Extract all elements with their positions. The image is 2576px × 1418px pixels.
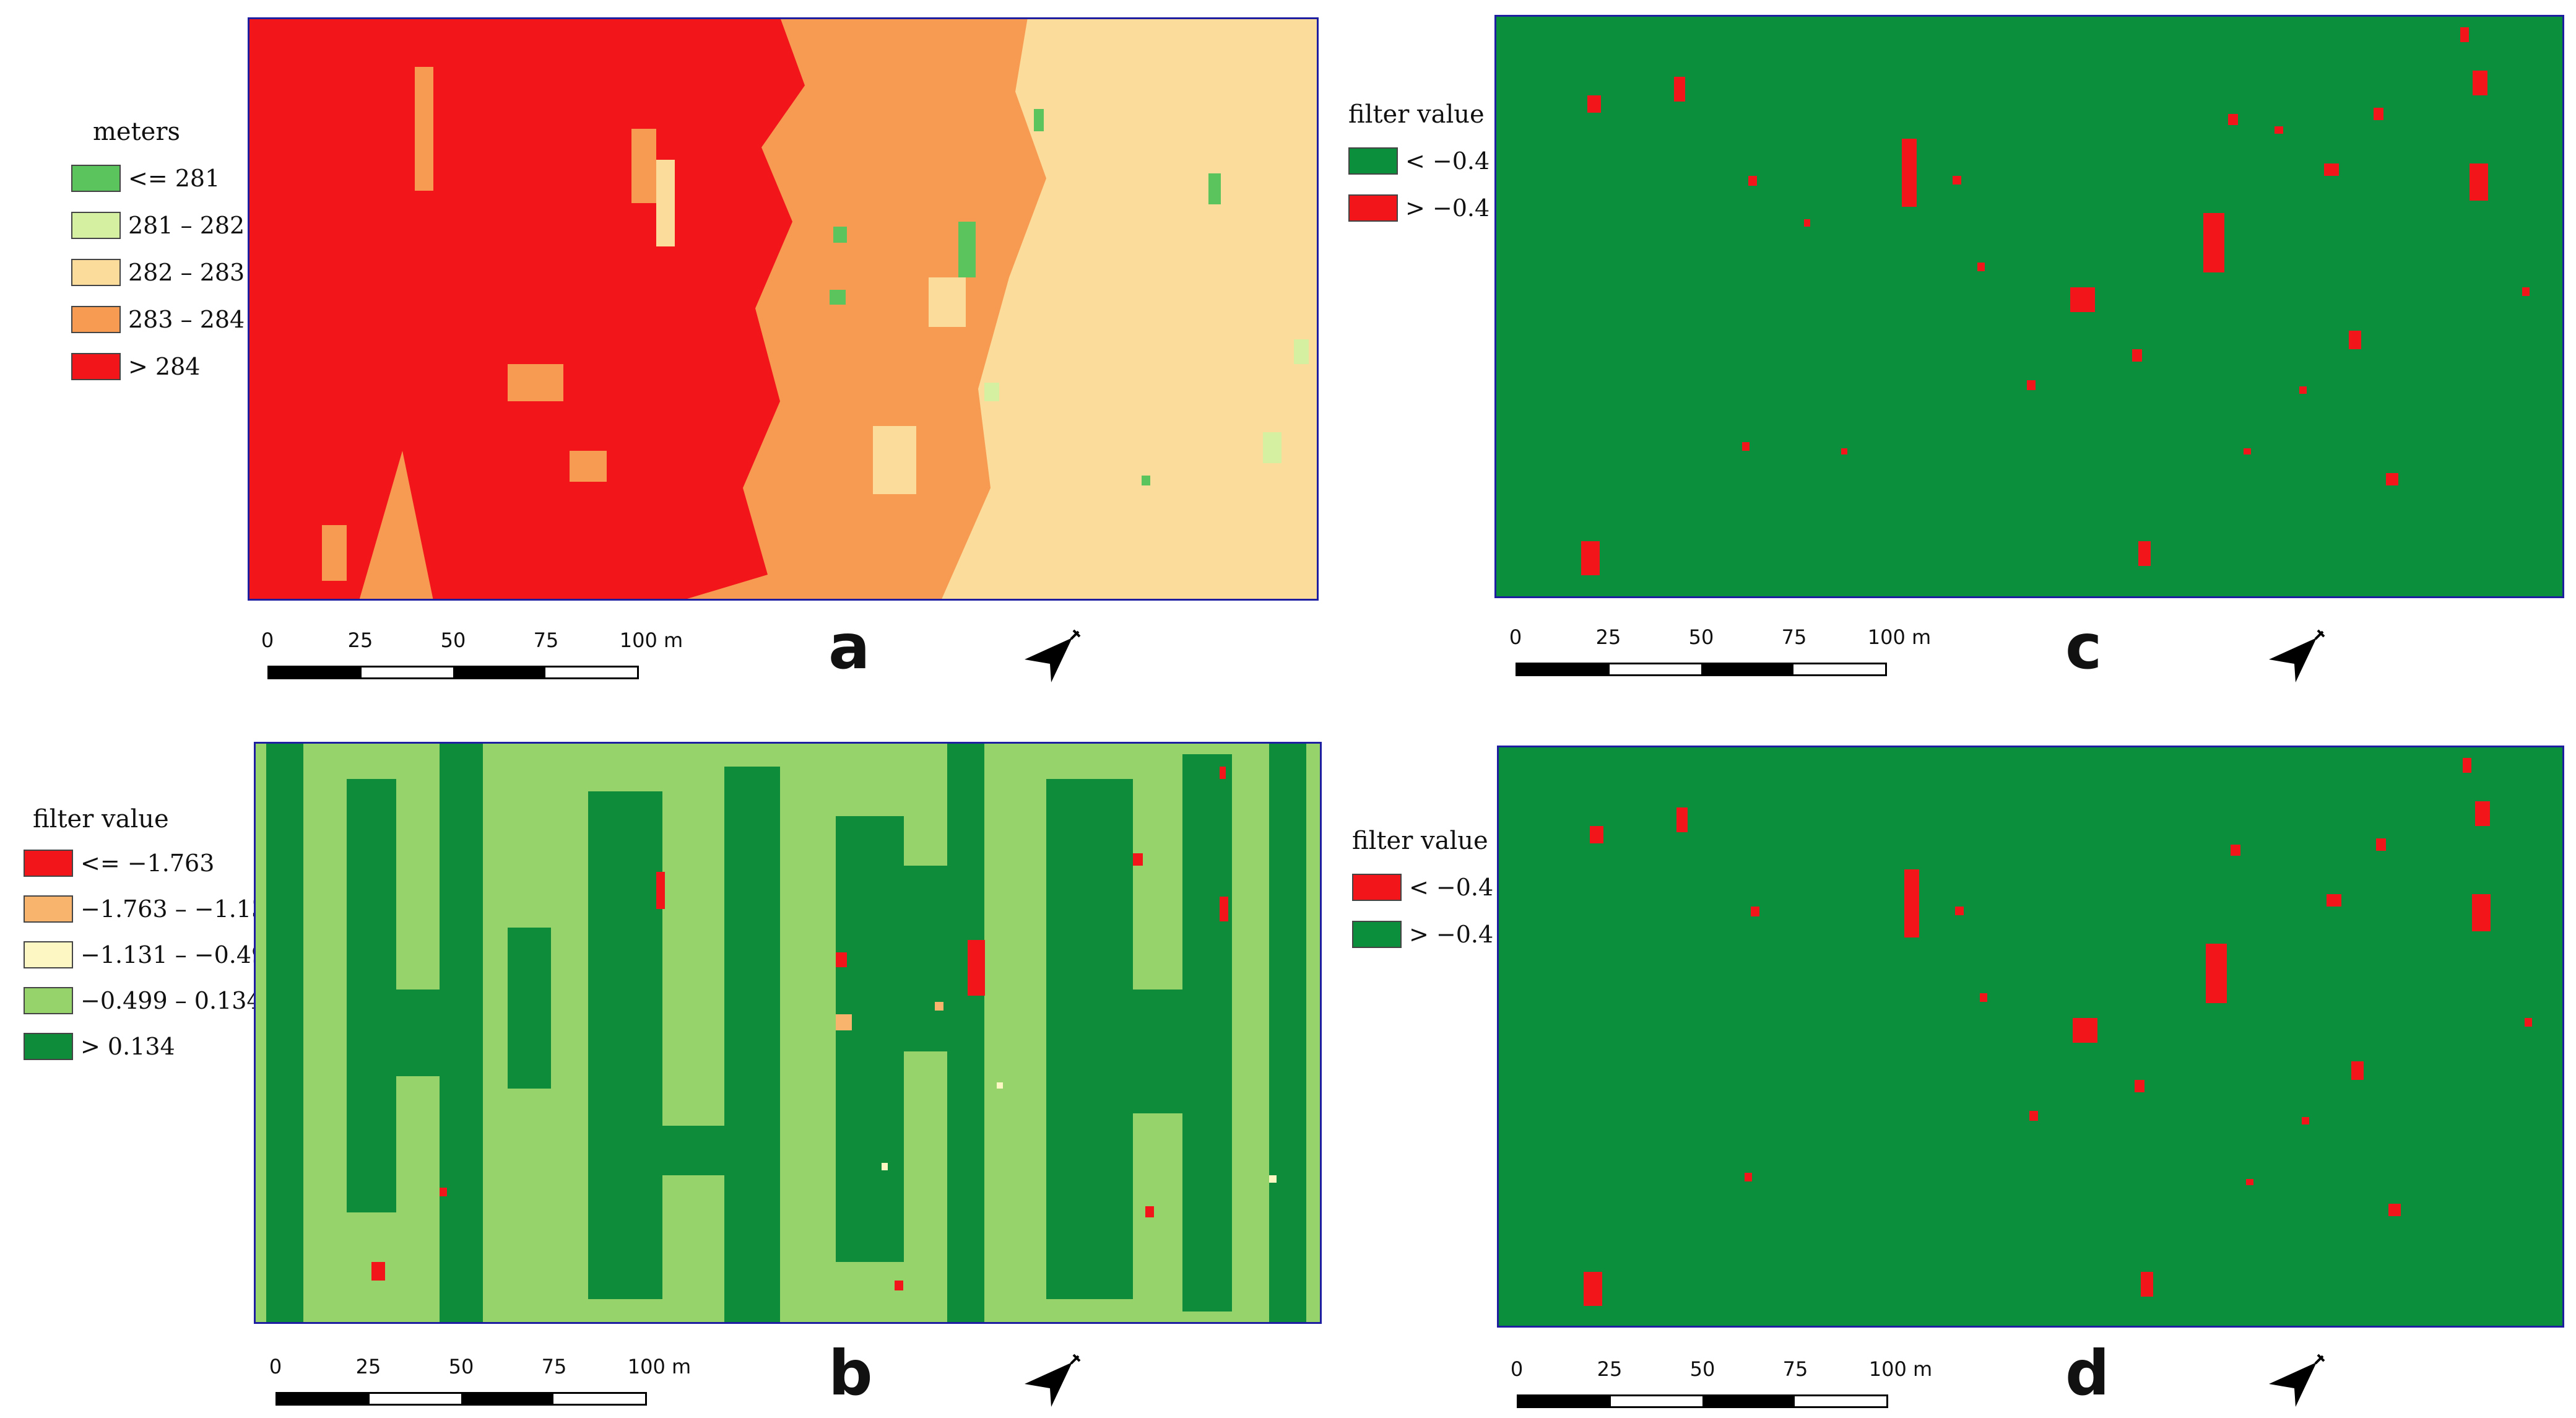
map-c-raster (1494, 15, 2564, 598)
north-arrow-icon (2269, 629, 2325, 682)
legend-swatch (71, 259, 121, 286)
scalebar-tick-label: 25 (347, 629, 373, 652)
scalebar-bar (275, 1392, 647, 1406)
scalebar-tick-label: 100 m (627, 1355, 692, 1378)
scalebar-tick-label: 100 m (1868, 1357, 1933, 1381)
scalebar-tick-label: 50 (440, 629, 466, 652)
legend-label: −0.499 – 0.134 (80, 987, 262, 1014)
legend-label: 283 – 284 (128, 306, 245, 333)
scalebar-tick-label: 25 (1595, 625, 1621, 649)
legend-label: −1.763 – −1.131 (80, 895, 282, 923)
legend-swatch (71, 165, 121, 192)
legend-label: −1.131 – −0.499 (80, 941, 282, 968)
legend-swatch (1352, 874, 1402, 901)
map-a-elevation (248, 17, 1319, 601)
legend-label: <= −1.763 (80, 850, 215, 877)
legend-swatch (24, 850, 73, 877)
scalebar-b: 0 25 50 75 100 m (269, 1355, 691, 1411)
legend-swatch (24, 1033, 73, 1060)
map-c-binary (1494, 15, 2564, 598)
panel-label: b (828, 1337, 873, 1409)
scalebar-tick-label: 75 (533, 629, 559, 652)
scalebar-tick-label: 25 (355, 1355, 381, 1378)
panel-label: a (828, 611, 870, 683)
scalebar-tick-label: 100 m (1867, 625, 1932, 649)
scalebar-bar (1516, 663, 1887, 676)
legend-swatch (24, 895, 73, 923)
map-a-raster (248, 17, 1319, 601)
legend-label: > −0.4 (1405, 194, 1490, 222)
legend-label: <= 281 (128, 165, 220, 192)
legend-swatch (1352, 921, 1402, 948)
scalebar-tick-label: 50 (1688, 625, 1714, 649)
north-arrow-icon (2269, 1354, 2325, 1407)
scalebar-tick-label: 50 (1689, 1357, 1715, 1381)
scalebar-a: 0 25 50 75 100 m (261, 629, 683, 684)
scalebar-tick-label: 75 (541, 1355, 567, 1378)
legend-swatch (1348, 194, 1398, 222)
scalebar-tick-label: 0 (269, 1355, 282, 1378)
north-arrow-icon (1025, 629, 1081, 682)
legend-label: 281 – 282 (128, 212, 245, 239)
legend-label: 282 – 283 (128, 259, 245, 286)
map-b-filter (254, 742, 1322, 1324)
legend-swatch (71, 212, 121, 239)
north-arrow-icon (1025, 1354, 1081, 1407)
legend-title: filter value (1352, 827, 1488, 855)
legend-title: meters (93, 118, 180, 146)
legend-swatch (71, 353, 121, 380)
legend-label: > 0.134 (80, 1033, 175, 1060)
legend-title: filter value (33, 805, 169, 833)
scalebar-tick-label: 100 m (619, 629, 683, 652)
legend-swatch (1348, 147, 1398, 175)
scalebar-tick-label: 50 (448, 1355, 474, 1378)
legend-swatch (24, 941, 73, 968)
legend-swatch (24, 987, 73, 1014)
panel-label: c (2065, 611, 2102, 683)
scalebar-tick-label: 0 (1509, 625, 1522, 649)
legend-label: > 284 (128, 353, 201, 380)
scalebar-tick-label: 25 (1597, 1357, 1623, 1381)
scalebar-tick-label: 0 (261, 629, 274, 652)
map-b-raster (254, 742, 1322, 1324)
scalebar-tick-label: 75 (1781, 625, 1807, 649)
legend-title: filter value (1348, 100, 1485, 129)
scalebar-c: 0 25 50 75 100 m (1509, 625, 1931, 681)
scalebar-tick-label: 0 (1510, 1357, 1524, 1381)
legend-label: < −0.4 (1405, 147, 1490, 175)
legend-label: > −0.4 (1409, 921, 1494, 948)
map-d-binary (1497, 746, 2564, 1328)
legend-swatch (71, 306, 121, 333)
scalebar-tick-label: 75 (1782, 1357, 1808, 1381)
legend-label: < −0.4 (1409, 874, 1494, 901)
scalebar-bar (267, 666, 639, 679)
scalebar-d: 0 25 50 75 100 m (1511, 1357, 1932, 1413)
panel-label: d (2065, 1337, 2110, 1409)
scalebar-bar (1517, 1394, 1888, 1408)
map-d-raster (1497, 746, 2564, 1328)
